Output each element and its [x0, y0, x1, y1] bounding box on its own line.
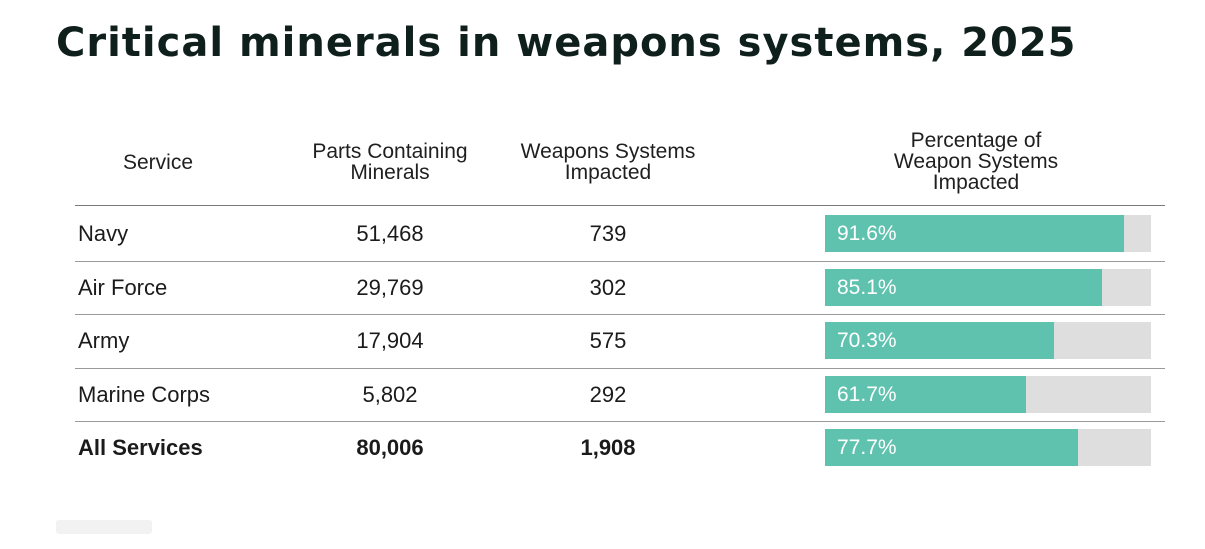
row-divider	[75, 260, 1165, 262]
cell-weapons-systems-impacted: 739	[589, 221, 627, 246]
row-divider	[75, 367, 1165, 369]
percentage-bar-label: 70.3%	[837, 329, 897, 352]
cell-service: Navy	[78, 221, 129, 246]
cell-parts-containing-minerals: 5,802	[362, 381, 418, 407]
header-parts-containing-minerals: Parts Containing Minerals	[312, 140, 468, 184]
header-weapons-systems-impacted: Weapons Systems Impacted	[520, 140, 696, 184]
percentage-bar-track: 70.3%	[825, 322, 1151, 359]
percentage-bar	[825, 215, 1124, 252]
cell-service: Air Force	[78, 274, 168, 300]
percentage-bar	[825, 429, 1079, 466]
cell-parts-containing-minerals: 80,006	[356, 435, 424, 460]
source-logo-watermark	[56, 520, 152, 534]
percentage-bar	[825, 375, 1027, 413]
cell-weapons-systems-impacted: 575	[589, 328, 627, 353]
cell-parts-containing-minerals: 29,769	[356, 274, 424, 300]
cell-parts-containing-minerals: 17,904	[356, 328, 424, 353]
cell-parts-containing-minerals: 51,468	[356, 221, 424, 246]
cell-service: All Services	[78, 435, 203, 460]
percentage-bar-track: 77.7%	[825, 429, 1151, 466]
cell-weapons-systems-impacted: 1,908	[580, 435, 636, 460]
percentage-bar-track: 85.1%	[825, 268, 1151, 306]
percentage-bar-track: 61.7%	[825, 375, 1151, 413]
cell-weapons-systems-impacted: 302	[589, 274, 627, 300]
header-percentage-impacted: Percentage of Weapon Systems Impacted	[893, 129, 1059, 194]
percentage-bar-label: 77.7%	[837, 436, 897, 459]
percentage-bar-label: 91.6%	[837, 222, 897, 245]
header-divider	[75, 205, 1165, 206]
percentage-bar-label: 85.1%	[837, 275, 897, 299]
cell-service: Marine Corps	[78, 381, 211, 407]
percentage-bar-track: 91.6%	[825, 215, 1151, 252]
percentage-bar	[825, 322, 1055, 359]
cell-weapons-systems-impacted: 292	[589, 381, 627, 407]
cell-service: Army	[78, 328, 130, 353]
percentage-bar-label: 61.7%	[837, 382, 897, 406]
page-title: Critical minerals in weapons systems, 20…	[56, 20, 1077, 66]
percentage-bar	[825, 268, 1103, 306]
header-service: Service	[122, 151, 194, 174]
row-divider	[75, 421, 1165, 422]
row-divider	[75, 314, 1165, 315]
